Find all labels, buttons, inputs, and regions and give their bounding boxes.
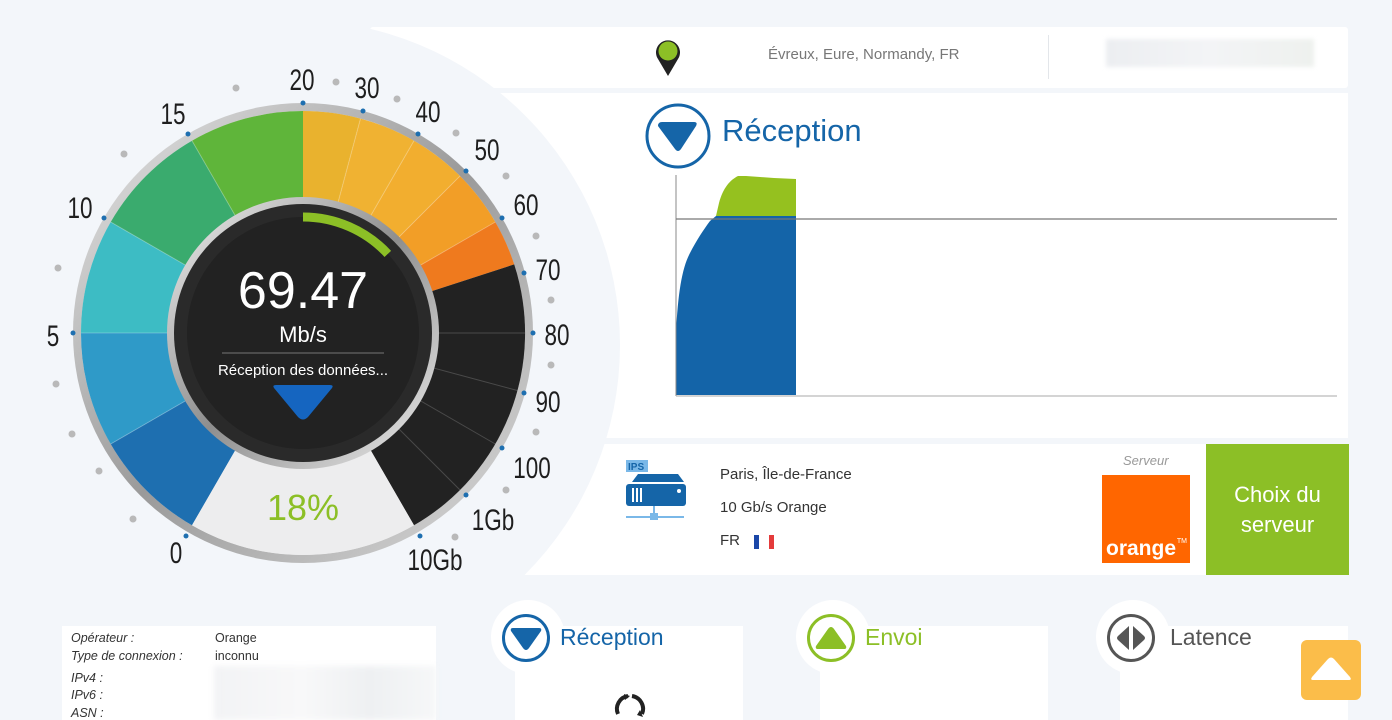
scale-label-20: 20 xyxy=(289,63,314,97)
orange-logo: orange TM xyxy=(1102,475,1190,563)
info-value-operator: Orange xyxy=(215,631,257,645)
scale-label-10gb: 10Gb xyxy=(407,543,462,577)
chevron-up-icon xyxy=(1311,657,1351,680)
progress-arc xyxy=(302,212,392,258)
scale-label-100: 100 xyxy=(513,451,551,485)
upload-result-title: Envoi xyxy=(865,624,923,650)
chart-title: Réception xyxy=(722,113,862,148)
scale-label-50: 50 xyxy=(474,133,499,167)
scale-label-15: 15 xyxy=(160,97,185,131)
svg-text:IPS: IPS xyxy=(628,462,644,473)
orange-logo-text: orange xyxy=(1106,537,1177,560)
choose-server-button[interactable]: Choix du serveur xyxy=(1206,444,1349,575)
map-pin-icon xyxy=(656,40,680,76)
gauge-status: Réception des données... xyxy=(218,362,388,379)
ip-info-redacted xyxy=(214,666,436,720)
scale-label-40: 40 xyxy=(415,95,440,129)
info-label-ipv4: IPv4 : xyxy=(71,671,103,685)
download-arrow-icon xyxy=(502,614,550,662)
info-label-operator: Opérateur : xyxy=(71,631,135,645)
upload-arrow-icon xyxy=(807,614,855,662)
server-label: Serveur xyxy=(1123,453,1169,468)
scale-label-5: 5 xyxy=(47,319,60,353)
server-country: FR xyxy=(720,532,740,549)
scroll-to-top-button[interactable] xyxy=(1301,640,1361,700)
latency-result-title: Latence xyxy=(1170,624,1252,650)
scale-label-70: 70 xyxy=(535,253,560,287)
download-arrow-icon xyxy=(273,385,333,420)
scale-label-1gb: 1Gb xyxy=(472,503,515,537)
scale-label-80: 80 xyxy=(544,318,569,352)
ip-address-redacted xyxy=(1106,39,1314,67)
info-label-connection-type: Type de connexion : xyxy=(71,649,183,663)
scale-label-60: 60 xyxy=(513,188,538,222)
france-flag-icon xyxy=(754,535,774,549)
speed-value: 69.47 xyxy=(238,262,368,320)
server-city: Paris, Île-de-France xyxy=(720,466,852,483)
progress-percent: 18% xyxy=(267,487,339,528)
latency-icon xyxy=(1107,614,1155,662)
speed-gauge: 69.47 Mb/s Réception des données... 18% … xyxy=(47,63,570,577)
scale-label-90: 90 xyxy=(535,385,560,419)
download-arrow-icon xyxy=(645,103,711,169)
orange-logo-tm: TM xyxy=(1176,538,1187,545)
server-icon: IPS xyxy=(626,460,686,520)
info-label-ipv6: IPv6 : xyxy=(71,688,103,702)
loading-spinner-icon xyxy=(614,694,646,717)
speed-chart xyxy=(675,175,1337,397)
location-bar: Évreux, Eure, Normandy, FR xyxy=(370,27,1348,88)
download-result-title: Réception xyxy=(560,624,664,650)
location-text: Évreux, Eure, Normandy, FR xyxy=(768,46,960,63)
info-label-asn: ASN : xyxy=(71,706,104,720)
divider xyxy=(1048,35,1049,79)
scale-label-10: 10 xyxy=(67,191,92,225)
speed-unit: Mb/s xyxy=(279,322,327,347)
scale-label-30: 30 xyxy=(354,71,379,105)
info-value-connection-type: inconnu xyxy=(215,649,259,663)
connection-info-card: Opérateur : Orange Type de connexion : i… xyxy=(62,626,436,720)
scale-label-0: 0 xyxy=(170,536,183,570)
server-speed-provider: 10 Gb/s Orange xyxy=(720,499,827,516)
